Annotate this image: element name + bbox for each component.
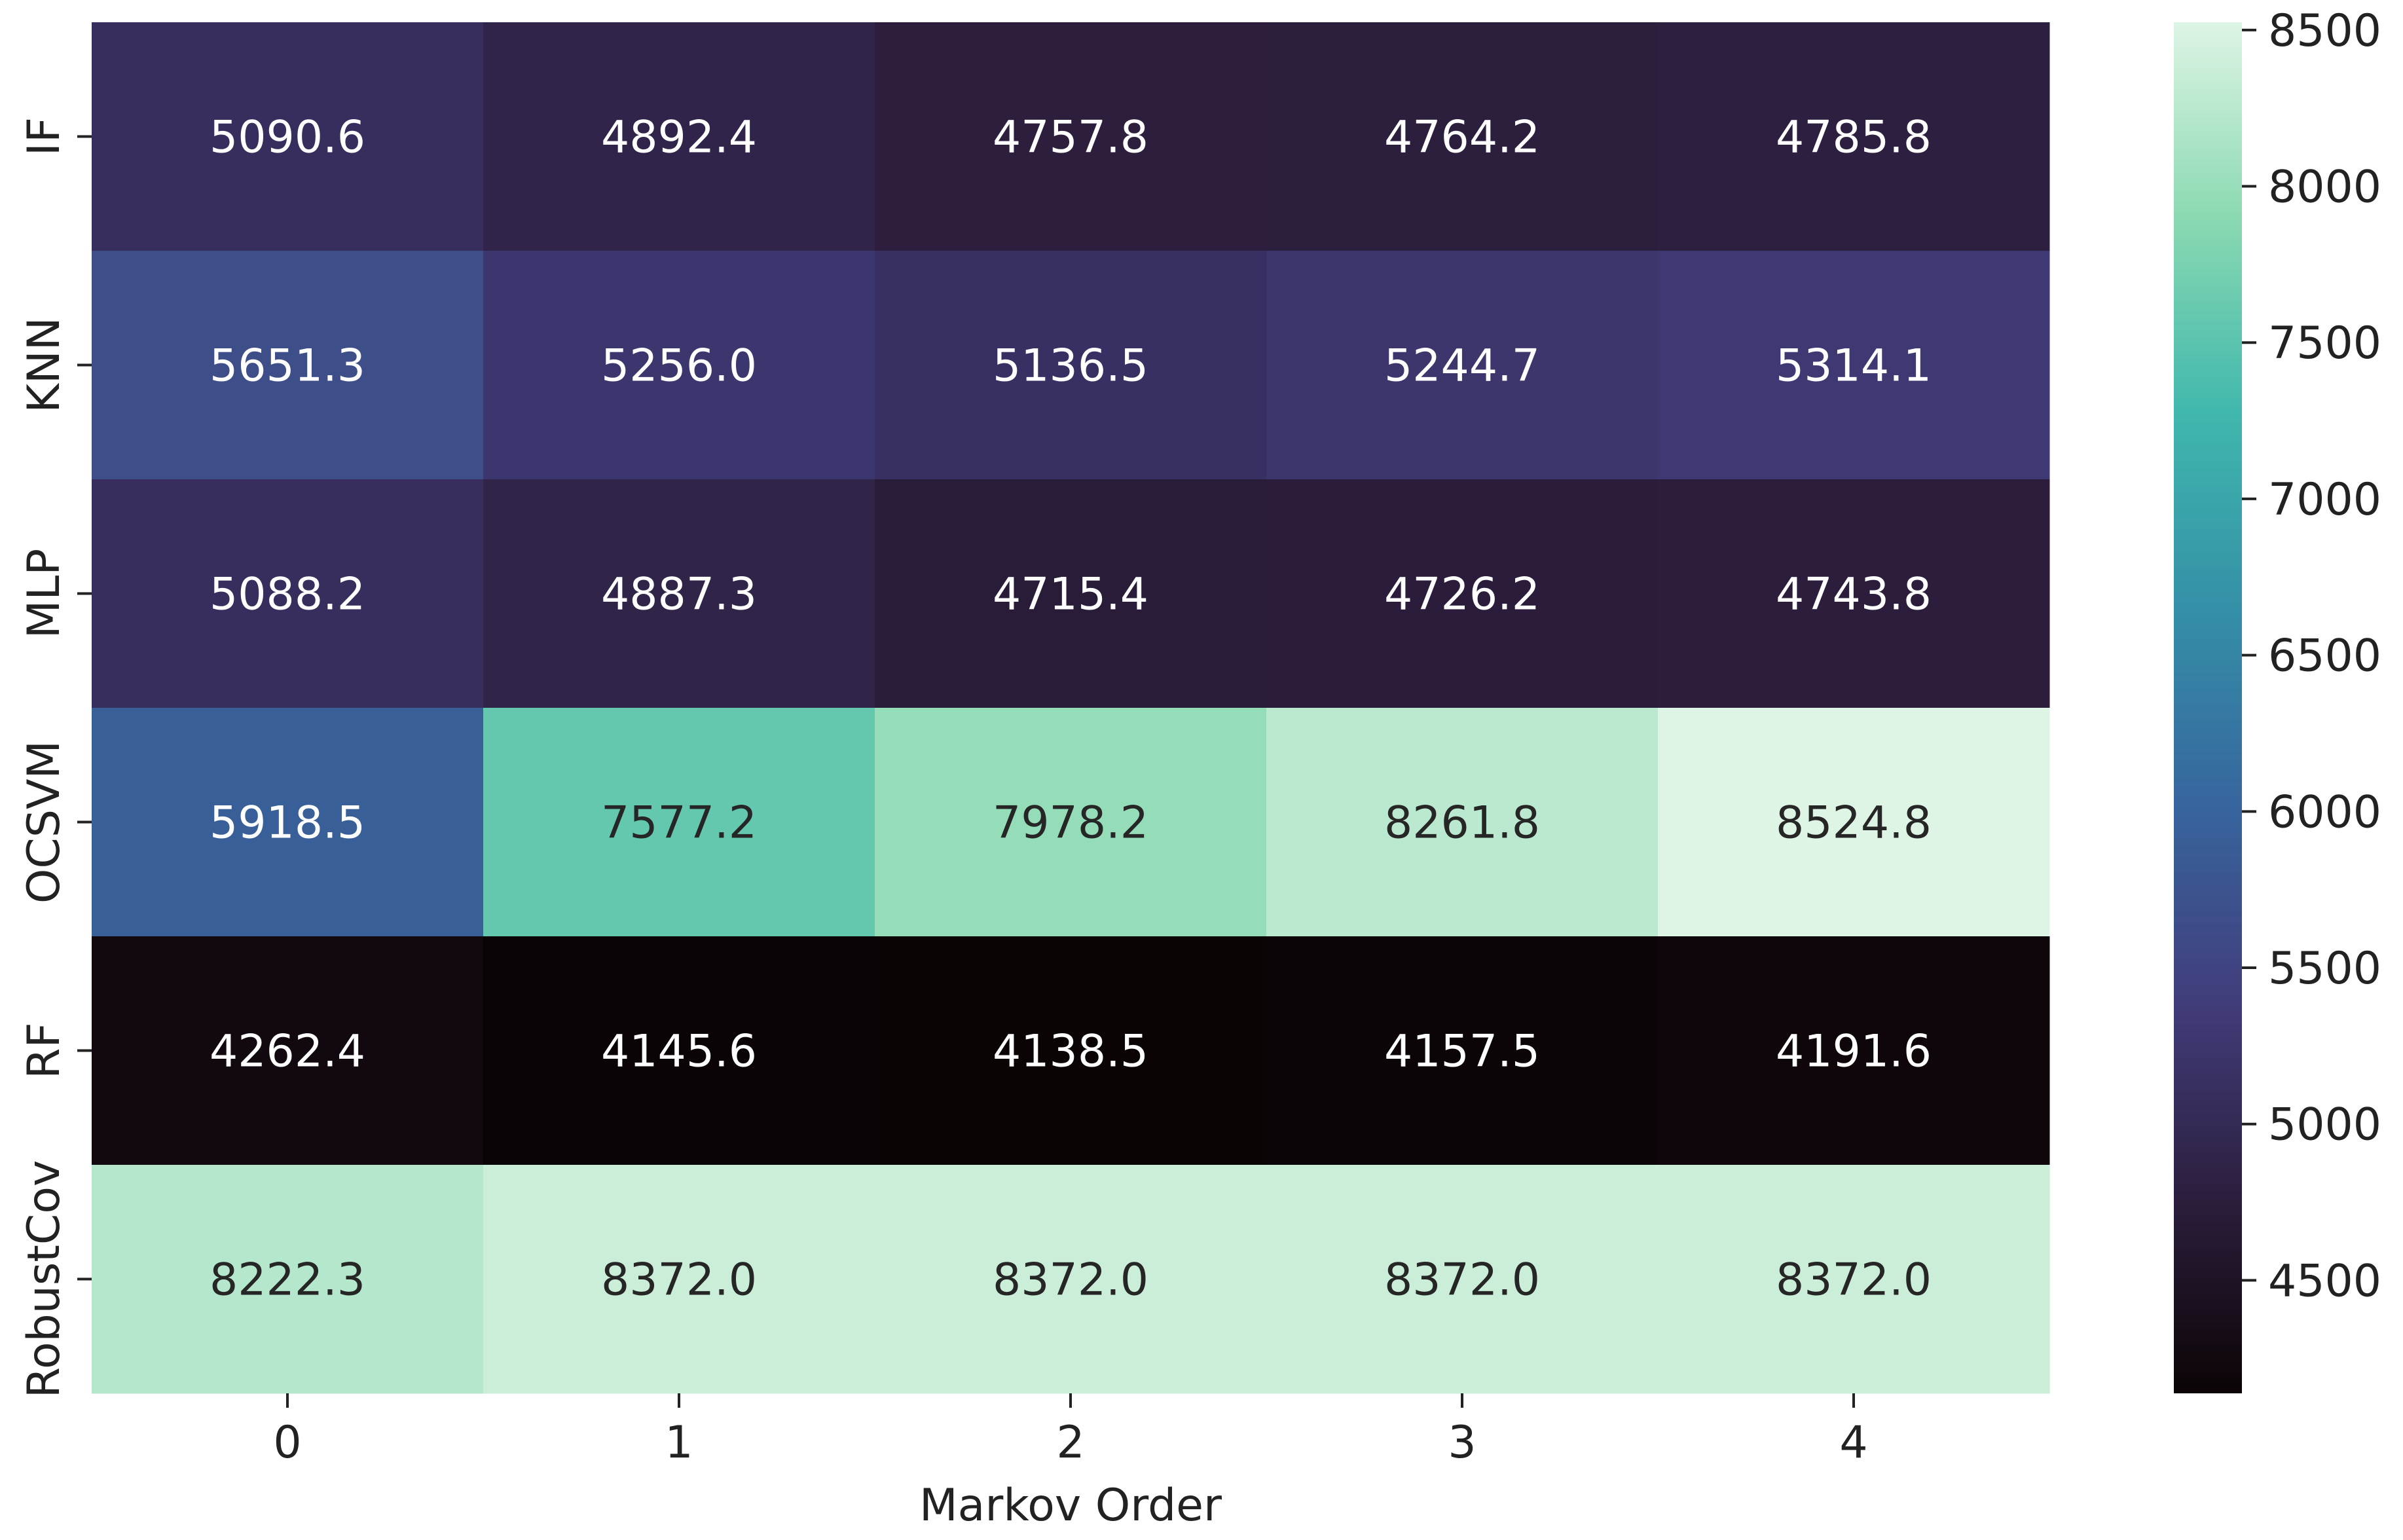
- cell-value-label: 5090.6: [210, 112, 365, 164]
- cell-value-label: 4138.5: [993, 1026, 1148, 1078]
- heatmap-cell-labels: 5090.6 4892.4 4757.8 4764.2 4785.8 5651.3 5256…: [210, 112, 1932, 1306]
- y-tick-label: RF: [18, 1022, 70, 1078]
- cell-value-label: 8372.0: [1776, 1255, 1932, 1306]
- heatmap-cell: [92, 251, 484, 480]
- cell-value-label: 4191.6: [1776, 1026, 1932, 1078]
- cell-value-label: 4715.4: [993, 569, 1148, 621]
- x-axis: 0 1 2 3 4: [273, 1393, 1868, 1469]
- cell-value-label: 5244.7: [1384, 340, 1540, 392]
- y-tick-label: RobustCov: [18, 1160, 70, 1398]
- colorbar-tick-label: 7000: [2268, 474, 2381, 526]
- cell-value-label: 7577.2: [601, 798, 757, 849]
- heatmap-cell: [92, 936, 484, 1165]
- x-tick-label: 2: [1056, 1417, 1084, 1469]
- colorbar-bar: [2174, 22, 2242, 1393]
- heatmap-cell: [92, 479, 484, 708]
- cell-value-label: 5136.5: [993, 340, 1148, 392]
- heatmap-cell: [483, 479, 875, 708]
- colorbar-tick-label: 5000: [2268, 1099, 2381, 1151]
- cell-value-label: 5314.1: [1776, 340, 1932, 392]
- colorbar-tick-label: 5500: [2268, 943, 2381, 995]
- cell-value-label: 4743.8: [1776, 569, 1932, 621]
- heatmap-cell: [1658, 1165, 2050, 1394]
- heatmap-cell: [483, 251, 875, 480]
- heatmap-cell: [1658, 479, 2050, 708]
- heatmap-cell: [875, 708, 1267, 937]
- heatmap-cell: [483, 708, 875, 937]
- cell-value-label: 5918.5: [210, 798, 365, 849]
- y-tick-label: OCSVM: [18, 741, 70, 904]
- heatmap-cell: [1266, 1165, 1659, 1394]
- heatmap-cell: [92, 1165, 484, 1394]
- x-tick-label: 0: [273, 1417, 301, 1469]
- cell-value-label: 4262.4: [210, 1026, 365, 1078]
- heatmap-cell: [875, 251, 1267, 480]
- heatmap-cell: [92, 708, 484, 937]
- heatmap-cell: [875, 936, 1267, 1165]
- cell-value-label: 8261.8: [1384, 798, 1540, 849]
- heatmap-cell: [875, 1165, 1267, 1394]
- heatmap-cell: [1658, 22, 2050, 251]
- cell-value-label: 8372.0: [1384, 1255, 1540, 1306]
- y-axis: IF KNN MLP OCSVM RF RobustCov: [18, 117, 92, 1398]
- cell-value-label: 4764.2: [1384, 112, 1540, 164]
- colorbar-tick-label: 6000: [2268, 786, 2381, 838]
- colorbar-tick-label: 8500: [2268, 5, 2381, 57]
- cell-value-label: 4892.4: [601, 112, 757, 164]
- heatmap-cell: [1266, 708, 1659, 937]
- heatmap-cell: [1266, 479, 1659, 708]
- y-tick-label: MLP: [18, 549, 70, 639]
- heatmap-cells: [92, 22, 2050, 1394]
- heatmap-cell: [875, 479, 1267, 708]
- heatmap-cell: [1266, 251, 1659, 480]
- cell-value-label: 4157.5: [1384, 1026, 1540, 1078]
- heatmap-cell: [1658, 708, 2050, 937]
- colorbar-tick-label: 4500: [2268, 1255, 2381, 1307]
- cell-value-label: 8222.3: [210, 1255, 365, 1306]
- y-tick-label: KNN: [18, 317, 70, 412]
- colorbar: 4500 5000 5500 6000 6500 7000 7500 8000 8500: [2174, 5, 2381, 1393]
- y-tick-label: IF: [18, 117, 70, 156]
- heatmap-cell: [1658, 251, 2050, 480]
- x-axis-title: Markov Order: [919, 1480, 1222, 1531]
- cell-value-label: 4887.3: [601, 569, 757, 621]
- heatmap-cell: [483, 1165, 875, 1394]
- heatmap-cell: [1658, 936, 2050, 1165]
- cell-value-label: 5651.3: [210, 340, 365, 392]
- heatmap-cell: [483, 22, 875, 251]
- cell-value-label: 4145.6: [601, 1026, 757, 1078]
- colorbar-tick-label: 8000: [2268, 162, 2381, 213]
- heatmap-cell: [483, 936, 875, 1165]
- x-tick-label: 3: [1448, 1417, 1476, 1469]
- cell-value-label: 4726.2: [1384, 569, 1540, 621]
- cell-value-label: 4757.8: [993, 112, 1148, 164]
- x-tick-label: 4: [1839, 1417, 1867, 1469]
- heatmap-cell: [875, 22, 1267, 251]
- cell-value-label: 7978.2: [993, 798, 1148, 849]
- heatmap-cell: [1266, 22, 1659, 251]
- colorbar-tick-label: 7500: [2268, 318, 2381, 369]
- cell-value-label: 5088.2: [210, 569, 365, 621]
- heatmap-cell: [92, 22, 484, 251]
- cell-value-label: 5256.0: [601, 340, 757, 392]
- cell-value-label: 8524.8: [1776, 798, 1932, 849]
- x-tick-label: 1: [665, 1417, 693, 1469]
- cell-value-label: 8372.0: [993, 1255, 1148, 1306]
- cell-value-label: 4785.8: [1776, 112, 1932, 164]
- cell-value-label: 8372.0: [601, 1255, 757, 1306]
- colorbar-tick-label: 6500: [2268, 631, 2381, 682]
- heatmap-cell: [1266, 936, 1659, 1165]
